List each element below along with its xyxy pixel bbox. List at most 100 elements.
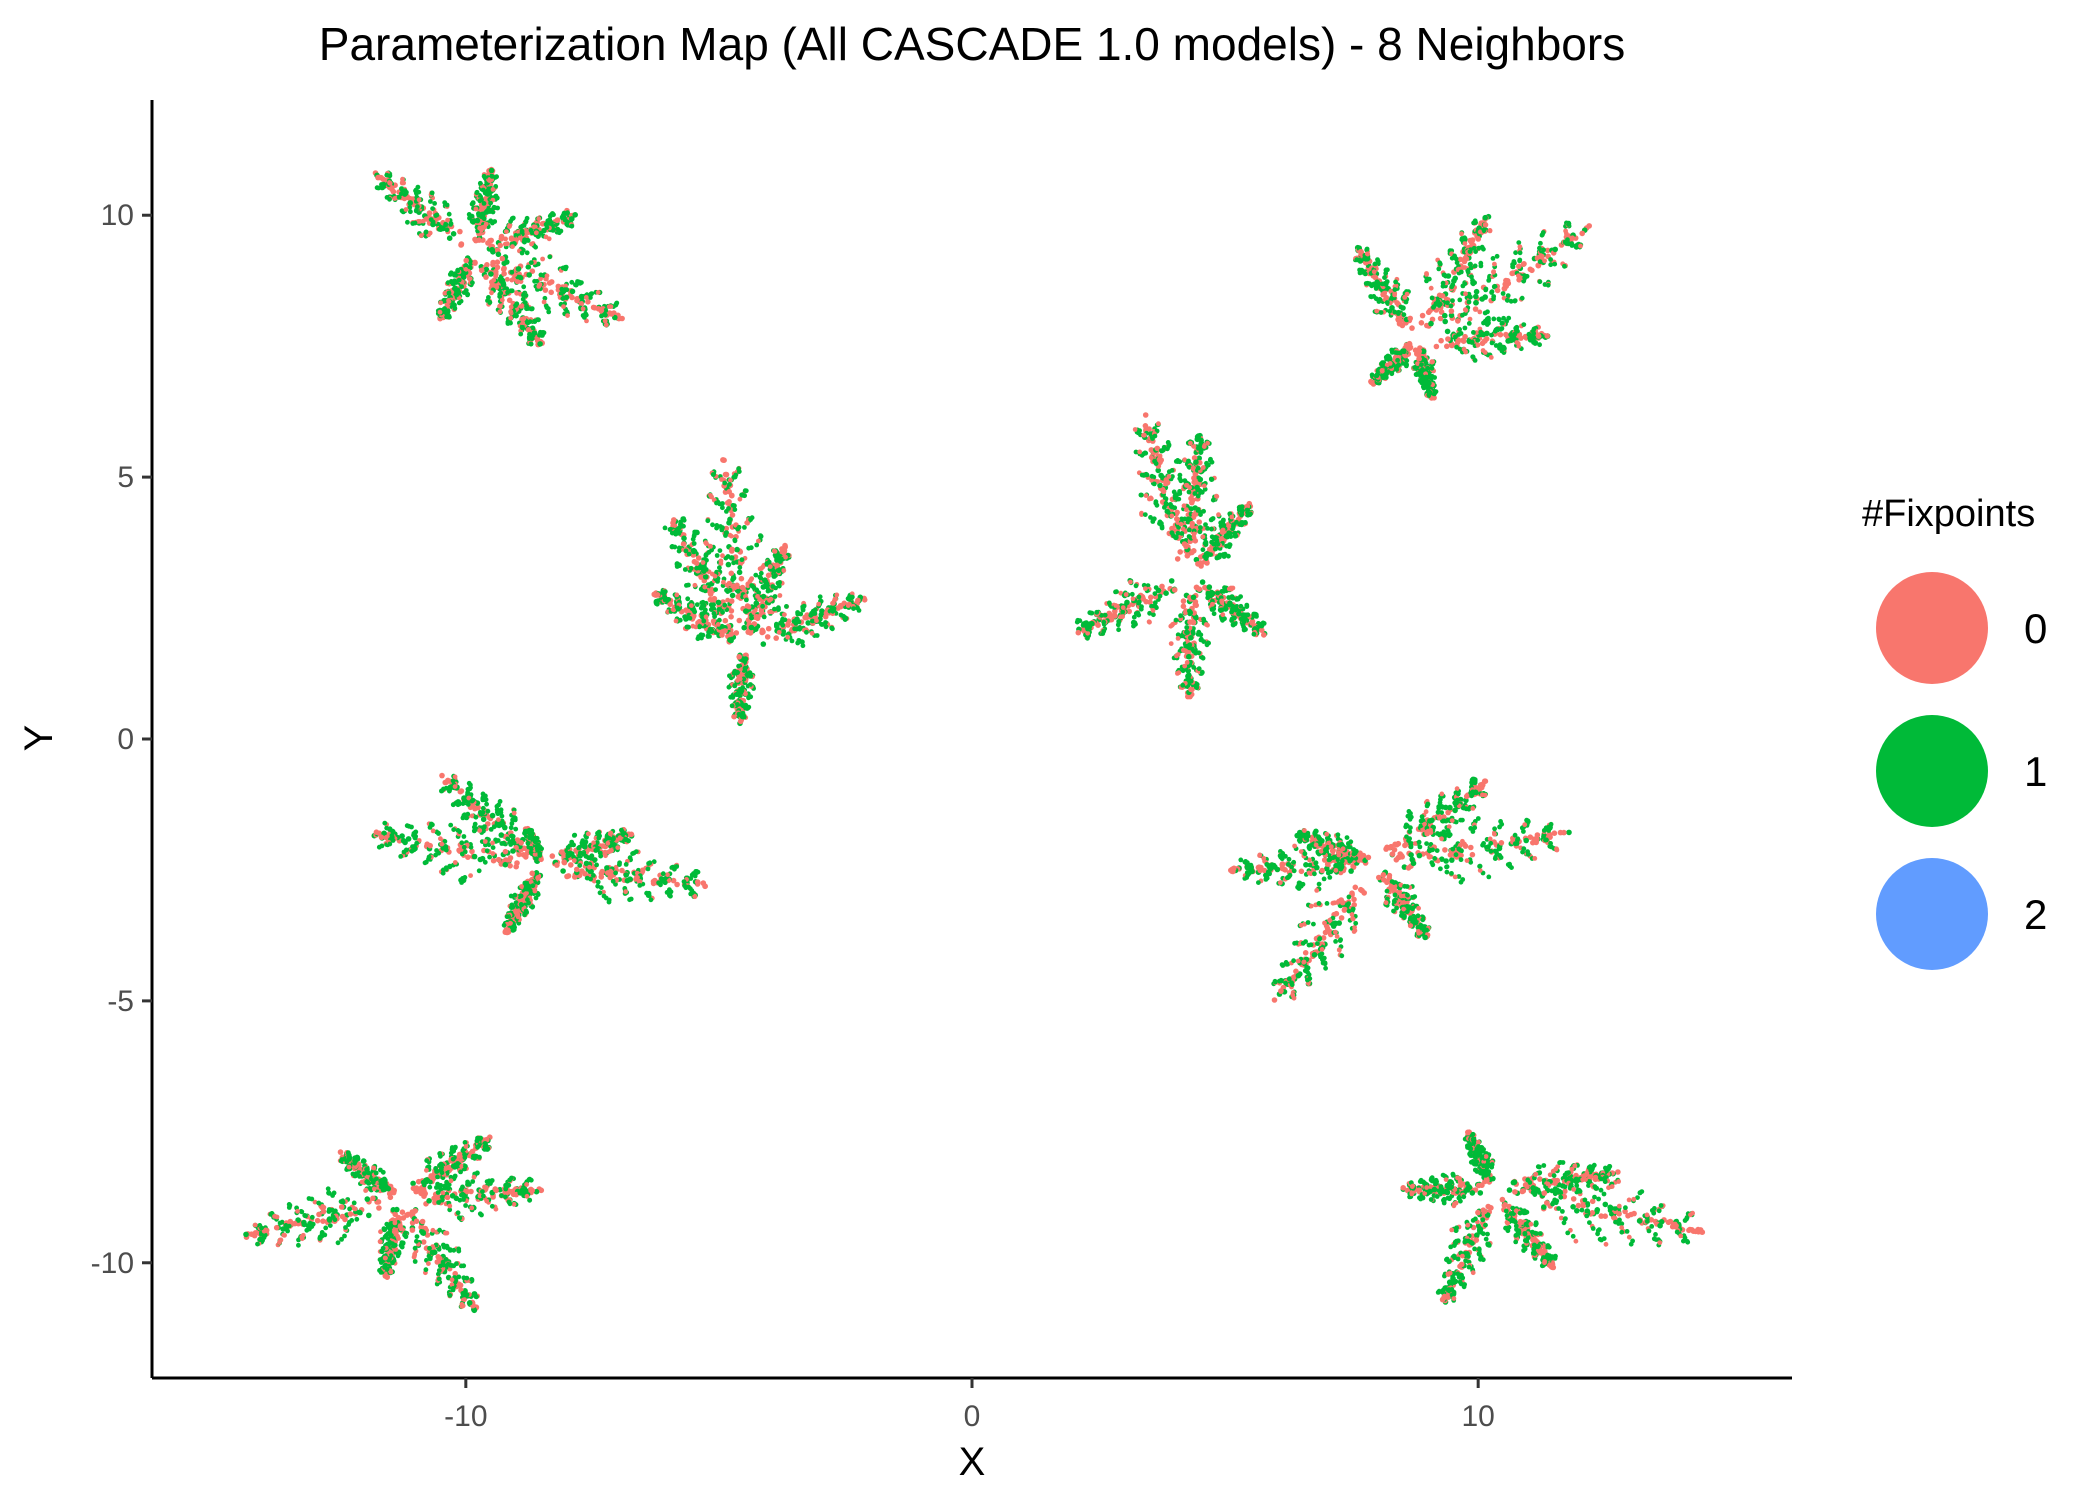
data-point <box>1113 589 1118 595</box>
scatter-points <box>243 166 1706 1314</box>
data-point <box>1488 355 1494 360</box>
data-point <box>1163 481 1168 487</box>
data-point <box>1500 320 1505 326</box>
data-point <box>1387 361 1393 366</box>
data-point <box>1433 343 1440 350</box>
data-point <box>1466 299 1472 305</box>
data-point <box>485 192 491 197</box>
data-point <box>732 668 738 674</box>
data-point <box>1459 231 1464 237</box>
data-point <box>1193 459 1199 466</box>
data-point <box>729 546 735 553</box>
data-point <box>1199 489 1205 495</box>
data-point <box>748 624 755 631</box>
data-point <box>1123 592 1129 597</box>
data-point <box>1382 275 1387 280</box>
data-point <box>1402 295 1408 300</box>
data-point <box>1457 297 1463 303</box>
data-point <box>708 602 714 608</box>
data-point <box>1177 472 1183 478</box>
data-point <box>1578 243 1583 249</box>
data-point <box>1197 476 1204 483</box>
data-point <box>536 284 542 289</box>
data-point <box>1194 682 1200 687</box>
data-point <box>1470 280 1475 286</box>
data-point <box>674 592 680 598</box>
data-point <box>490 187 496 192</box>
data-point <box>1439 293 1446 299</box>
data-point <box>429 190 435 196</box>
data-point <box>1527 335 1533 341</box>
data-point <box>680 541 687 547</box>
data-point <box>1106 600 1112 606</box>
data-point <box>720 505 725 511</box>
data-point <box>1230 607 1236 613</box>
data-point <box>1483 287 1489 293</box>
data-point <box>595 290 601 295</box>
data-point <box>497 309 503 315</box>
data-point <box>711 472 716 477</box>
data-point <box>400 179 405 185</box>
data-point <box>1477 309 1483 315</box>
data-point <box>1491 316 1497 322</box>
data-point <box>1365 251 1371 257</box>
data-point <box>1200 547 1206 553</box>
data-point <box>760 641 767 647</box>
data-point <box>776 568 781 574</box>
data-point <box>522 228 529 234</box>
data-point <box>1503 331 1509 338</box>
data-point <box>1159 525 1165 531</box>
data-point <box>1417 378 1423 384</box>
data-point <box>1163 590 1169 596</box>
data-point <box>1450 298 1455 303</box>
data-point <box>423 229 429 235</box>
data-point <box>776 629 782 635</box>
data-point <box>1085 630 1091 636</box>
data-point <box>1120 609 1126 615</box>
data-point <box>754 542 760 548</box>
data-point <box>504 229 509 235</box>
data-point <box>1085 635 1090 641</box>
data-point <box>1244 602 1250 608</box>
data-point <box>1203 551 1209 557</box>
data-point <box>1186 653 1192 660</box>
data-point <box>1188 440 1193 446</box>
data-point <box>1233 533 1239 539</box>
data-point <box>432 201 437 206</box>
data-point <box>501 270 507 277</box>
data-point <box>472 218 477 224</box>
data-point <box>1395 350 1400 356</box>
data-point <box>1190 466 1196 471</box>
data-point <box>715 622 721 627</box>
data-point <box>760 629 766 635</box>
data-point <box>739 557 745 563</box>
data-point <box>428 199 433 204</box>
data-point <box>554 217 561 223</box>
data-point <box>572 212 578 218</box>
data-point <box>446 290 452 296</box>
data-point <box>1087 621 1093 626</box>
data-point <box>816 601 822 607</box>
data-point <box>1154 502 1160 508</box>
data-point <box>731 560 736 566</box>
data-point <box>1400 348 1405 354</box>
data-point <box>447 272 453 277</box>
data-point <box>742 525 747 530</box>
data-point <box>1468 261 1473 267</box>
data-point <box>1490 256 1496 261</box>
data-point <box>1418 320 1425 326</box>
data-point <box>735 526 741 532</box>
data-point <box>817 594 823 600</box>
data-point <box>1401 312 1407 318</box>
data-point <box>758 533 764 539</box>
data-point <box>461 270 467 276</box>
data-point <box>458 242 464 248</box>
data-point <box>710 522 715 528</box>
data-point <box>507 224 512 230</box>
data-point <box>469 213 475 219</box>
data-point <box>1499 326 1505 331</box>
data-point <box>732 537 738 543</box>
data-point <box>1485 309 1490 315</box>
data-point <box>1188 610 1193 616</box>
data-point <box>1174 653 1179 659</box>
